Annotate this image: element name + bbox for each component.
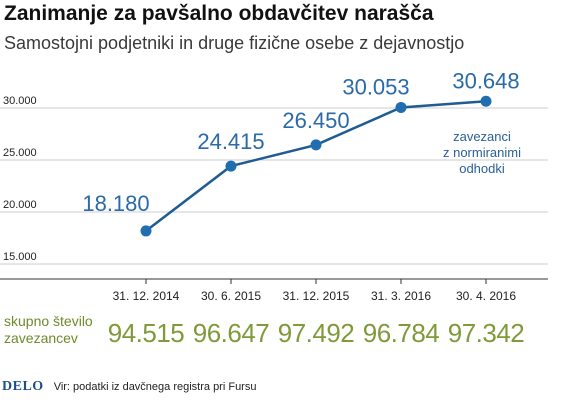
data-label: 30.053 xyxy=(342,74,409,99)
x-tick-label: 30. 4. 2016 xyxy=(456,289,516,303)
y-tick-label: 20.000 xyxy=(3,199,37,211)
total-value: 96.784 xyxy=(362,318,440,348)
y-tick-label: 15.000 xyxy=(3,251,37,263)
y-tick-label: 25.000 xyxy=(3,147,37,159)
x-tick-label: 31. 3. 2016 xyxy=(371,289,431,303)
data-point xyxy=(480,95,492,107)
x-tick-label: 31. 12. 2015 xyxy=(283,289,350,303)
total-value: 97.342 xyxy=(447,318,525,348)
chart-title: Zanimanje za pavšalno obdavčitev narašča xyxy=(4,2,434,25)
totals-label-line2: zavezancev xyxy=(4,330,78,346)
total-value: 97.492 xyxy=(277,318,355,348)
data-point xyxy=(225,160,237,172)
x-tick-label: 31. 12. 2014 xyxy=(113,289,180,303)
totals-label: skupno število zavezancev xyxy=(4,313,114,347)
data-point xyxy=(140,225,152,237)
data-point xyxy=(310,139,322,151)
series-annotation: odhodki xyxy=(459,161,505,176)
data-label: 18.180 xyxy=(82,191,149,216)
total-value: 96.647 xyxy=(192,318,270,348)
delo-logo: DELO xyxy=(2,379,44,394)
data-label: 24.415 xyxy=(197,129,264,154)
series-annotation: z normiranimi xyxy=(443,145,521,160)
series-annotation: zavezanci xyxy=(453,129,511,144)
footer: DELO Vir: podatki iz davčnega registra p… xyxy=(0,378,256,396)
chart-subtitle: Samostojni podjetniki in druge fizične o… xyxy=(4,33,465,53)
data-label: 26.450 xyxy=(282,108,349,133)
y-tick-label: 30.000 xyxy=(3,95,37,107)
source-note: Vir: podatki iz davčnega registra pri Fu… xyxy=(53,381,257,393)
data-point xyxy=(395,101,407,113)
totals-label-line1: skupno število xyxy=(4,313,93,329)
total-value: 94.515 xyxy=(107,318,185,348)
x-tick-label: 30. 6. 2015 xyxy=(201,289,261,303)
data-label: 30.648 xyxy=(452,68,519,93)
